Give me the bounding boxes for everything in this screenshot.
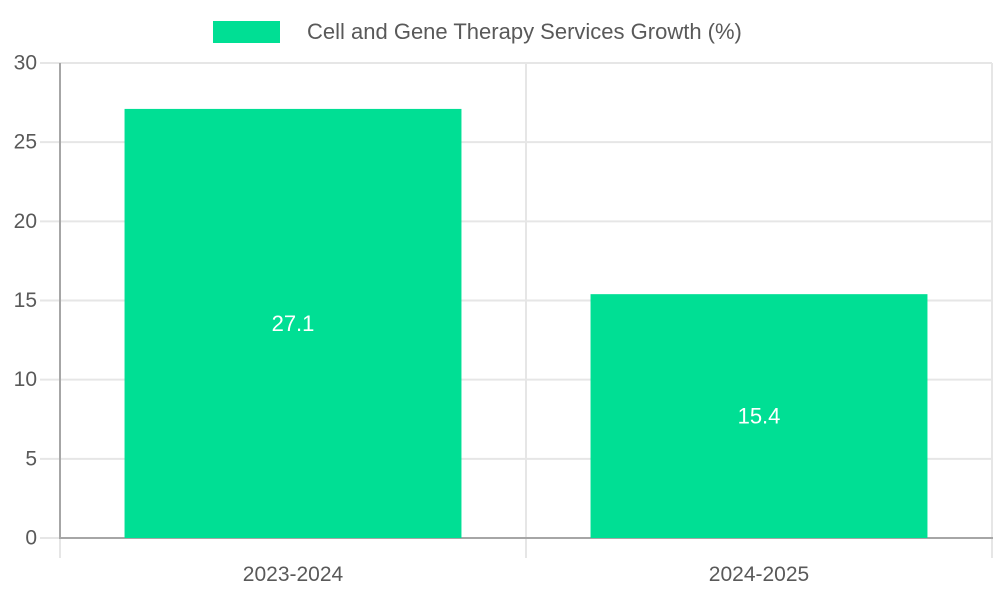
y-tick-label: 15 bbox=[14, 289, 37, 312]
legend-label: Cell and Gene Therapy Services Growth (%… bbox=[307, 19, 742, 44]
y-tick-label: 20 bbox=[14, 210, 37, 233]
y-tick-label: 0 bbox=[25, 527, 37, 550]
y-tick-label: 5 bbox=[25, 447, 37, 470]
bar-value-label: 27.1 bbox=[272, 311, 315, 336]
bar-value-label: 15.4 bbox=[738, 404, 781, 429]
legend-swatch[interactable] bbox=[213, 21, 280, 43]
y-tick-label: 25 bbox=[14, 131, 37, 154]
y-tick-label: 10 bbox=[14, 368, 37, 391]
y-tick-label: 30 bbox=[14, 52, 37, 75]
x-category-label: 2024-2025 bbox=[709, 563, 809, 586]
bar[interactable] bbox=[124, 108, 462, 539]
bar[interactable] bbox=[590, 294, 928, 538]
x-category-label: 2023-2024 bbox=[243, 563, 344, 586]
legend[interactable]: Cell and Gene Therapy Services Growth (%… bbox=[213, 19, 742, 45]
